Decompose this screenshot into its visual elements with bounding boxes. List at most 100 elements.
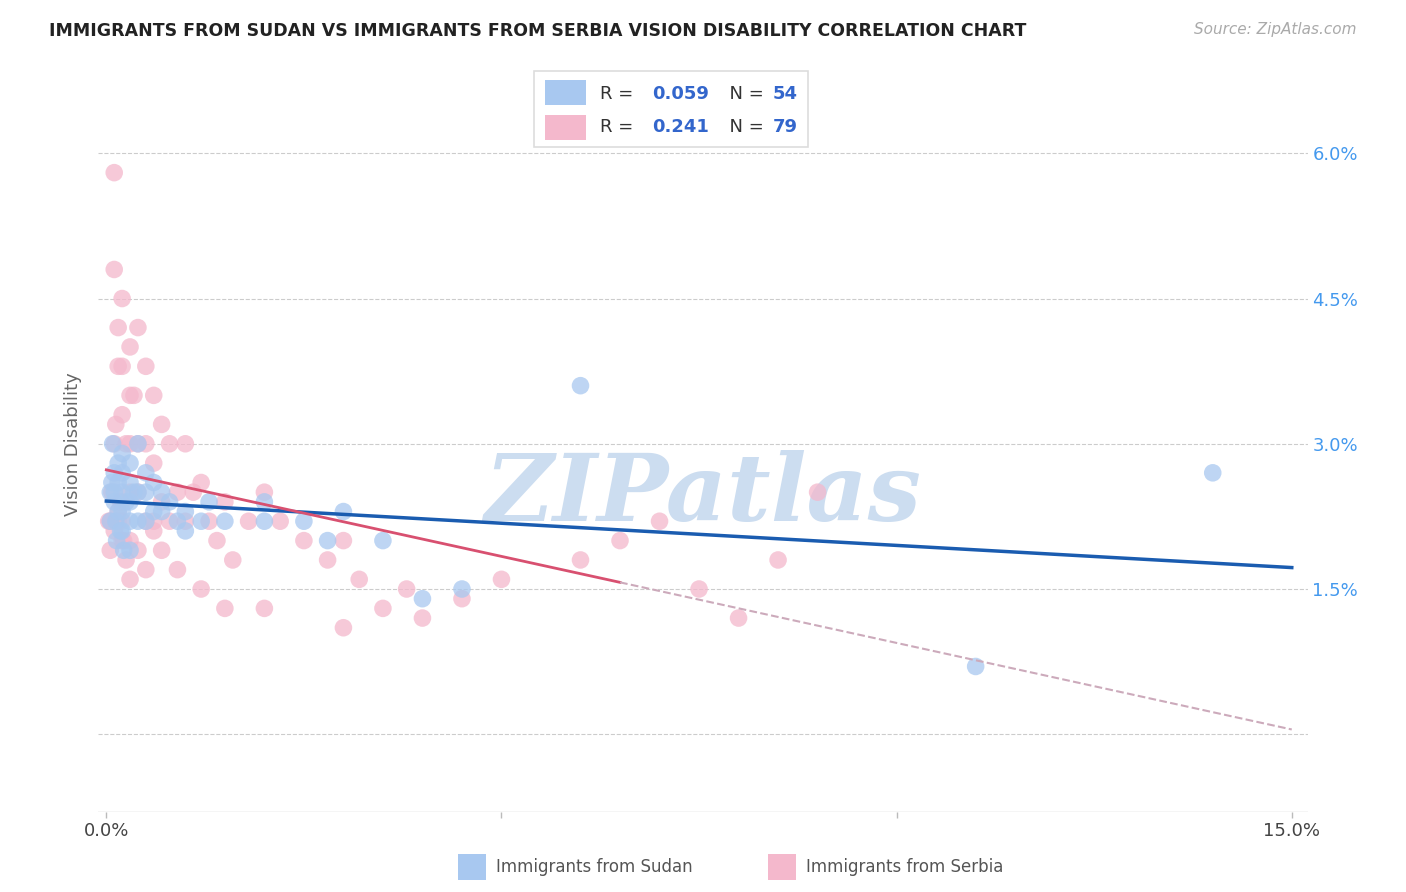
Point xyxy=(107,504,129,518)
Point xyxy=(127,485,149,500)
Point xyxy=(135,514,157,528)
Point xyxy=(127,320,149,334)
Point xyxy=(111,485,134,500)
Point xyxy=(174,514,197,528)
Point xyxy=(118,388,141,402)
Point xyxy=(150,417,173,432)
Point xyxy=(395,582,418,596)
Point xyxy=(111,466,134,480)
Point xyxy=(451,582,474,596)
Point xyxy=(174,437,197,451)
Point xyxy=(122,485,145,500)
Point xyxy=(569,378,592,392)
Point xyxy=(110,495,132,509)
Point xyxy=(122,388,145,402)
Point xyxy=(98,514,121,528)
Point xyxy=(104,514,127,528)
Point xyxy=(1202,466,1225,480)
Point xyxy=(142,475,165,490)
Point xyxy=(107,504,129,518)
Point xyxy=(98,485,121,500)
Point xyxy=(347,572,370,586)
Point xyxy=(111,533,134,548)
Point xyxy=(214,514,236,528)
Text: 0.059: 0.059 xyxy=(652,85,709,103)
Point xyxy=(111,446,134,460)
Point xyxy=(316,553,339,567)
Point xyxy=(316,533,339,548)
Point xyxy=(648,514,671,528)
Point xyxy=(205,533,228,548)
Point xyxy=(166,485,188,500)
Point xyxy=(98,543,121,558)
Text: IMMIGRANTS FROM SUDAN VS IMMIGRANTS FROM SERBIA VISION DISABILITY CORRELATION CH: IMMIGRANTS FROM SUDAN VS IMMIGRANTS FROM… xyxy=(49,22,1026,40)
Point xyxy=(159,495,181,509)
Point xyxy=(104,417,127,432)
Point xyxy=(101,475,124,490)
Point xyxy=(332,533,354,548)
Point xyxy=(103,437,125,451)
Point xyxy=(118,340,141,354)
Bar xyxy=(546,115,586,140)
Point xyxy=(150,504,173,518)
Point xyxy=(127,437,149,451)
Point xyxy=(181,485,204,500)
Point xyxy=(150,485,173,500)
Point xyxy=(101,437,124,451)
Point xyxy=(118,514,141,528)
Point xyxy=(118,572,141,586)
Point xyxy=(107,475,129,490)
Point xyxy=(292,514,315,528)
Point xyxy=(292,533,315,548)
Point xyxy=(609,533,631,548)
Point xyxy=(166,514,188,528)
Point xyxy=(115,495,138,509)
Point xyxy=(159,437,181,451)
Point xyxy=(253,495,276,509)
Point xyxy=(411,611,433,625)
Point xyxy=(142,504,165,518)
Point xyxy=(107,359,129,374)
Point xyxy=(118,485,141,500)
Point xyxy=(118,456,141,470)
Point xyxy=(965,659,987,673)
Point xyxy=(110,524,132,538)
Point xyxy=(198,514,221,528)
Point xyxy=(253,514,276,528)
Point xyxy=(118,543,141,558)
FancyBboxPatch shape xyxy=(534,71,808,147)
Point xyxy=(766,553,789,567)
Point xyxy=(253,485,276,500)
Point xyxy=(269,514,291,528)
Point xyxy=(115,437,138,451)
Point xyxy=(107,456,129,470)
Point xyxy=(103,262,125,277)
Point xyxy=(135,359,157,374)
Point xyxy=(142,514,165,528)
Point xyxy=(222,553,245,567)
Point xyxy=(135,514,157,528)
Point xyxy=(214,495,236,509)
Point xyxy=(127,437,149,451)
Point xyxy=(118,495,141,509)
Point xyxy=(135,466,157,480)
Point xyxy=(190,475,212,490)
Point xyxy=(111,504,134,518)
Point xyxy=(107,320,129,334)
Text: 54: 54 xyxy=(773,85,797,103)
Point xyxy=(198,495,221,509)
Point xyxy=(371,533,394,548)
Point xyxy=(135,485,157,500)
Point xyxy=(190,514,212,528)
Text: Immigrants from Sudan: Immigrants from Sudan xyxy=(496,858,693,876)
Point xyxy=(103,485,125,500)
Point xyxy=(332,621,354,635)
Point xyxy=(103,495,125,509)
Point xyxy=(101,485,124,500)
Y-axis label: Vision Disability: Vision Disability xyxy=(65,372,83,516)
Point xyxy=(214,601,236,615)
Point xyxy=(150,495,173,509)
Text: 0.241: 0.241 xyxy=(652,119,709,136)
Point xyxy=(115,553,138,567)
Point xyxy=(127,543,149,558)
